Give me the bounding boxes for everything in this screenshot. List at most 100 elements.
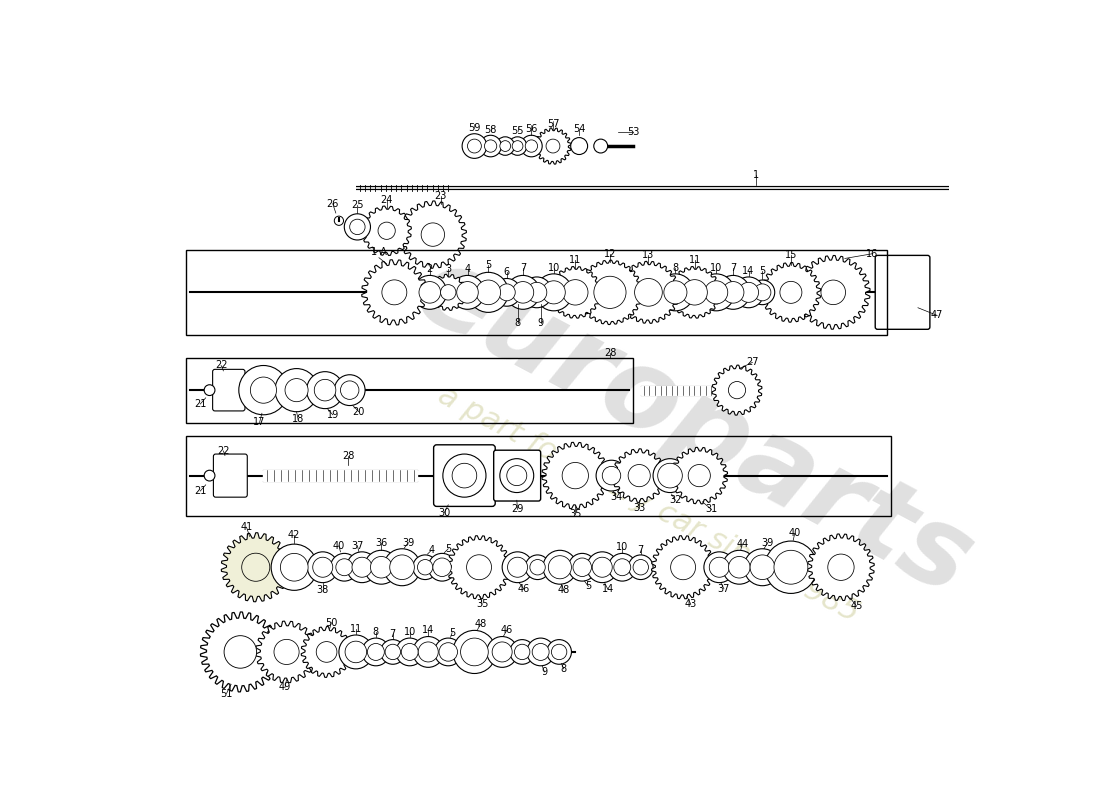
Circle shape [285, 378, 308, 402]
Text: 5: 5 [446, 544, 451, 554]
FancyBboxPatch shape [213, 454, 248, 497]
Text: 8: 8 [672, 262, 679, 273]
Polygon shape [535, 128, 571, 164]
Circle shape [513, 282, 534, 303]
Circle shape [312, 558, 332, 578]
Circle shape [697, 274, 735, 311]
Polygon shape [430, 274, 466, 310]
Text: 14: 14 [422, 626, 435, 635]
Circle shape [364, 550, 398, 584]
Circle shape [543, 550, 576, 584]
Circle shape [443, 454, 486, 497]
Circle shape [705, 281, 728, 304]
Polygon shape [362, 206, 411, 255]
FancyBboxPatch shape [494, 450, 541, 501]
Circle shape [546, 139, 560, 153]
Text: 18: 18 [292, 414, 305, 424]
Text: 11: 11 [350, 624, 362, 634]
FancyBboxPatch shape [212, 370, 245, 411]
Polygon shape [362, 260, 427, 325]
Text: 10: 10 [616, 542, 628, 552]
Circle shape [750, 555, 774, 579]
Circle shape [418, 559, 433, 575]
Circle shape [562, 462, 588, 489]
Circle shape [334, 374, 365, 406]
Circle shape [498, 284, 515, 301]
Circle shape [346, 552, 377, 582]
Circle shape [587, 552, 618, 582]
Text: 7: 7 [730, 262, 736, 273]
Circle shape [653, 458, 686, 493]
Text: 12: 12 [604, 249, 616, 259]
Circle shape [452, 463, 476, 488]
Circle shape [419, 282, 440, 303]
Circle shape [345, 641, 366, 662]
Circle shape [571, 138, 587, 154]
Text: 21: 21 [194, 399, 207, 409]
Text: 8: 8 [373, 627, 378, 637]
Circle shape [549, 556, 572, 578]
Text: 53: 53 [627, 127, 639, 137]
Text: 1: 1 [754, 170, 759, 179]
Circle shape [507, 558, 528, 578]
Text: 9: 9 [538, 318, 543, 328]
Polygon shape [671, 447, 727, 504]
Circle shape [367, 643, 384, 661]
Text: 22: 22 [214, 361, 228, 370]
Text: 10: 10 [711, 262, 723, 273]
FancyBboxPatch shape [876, 255, 930, 330]
Circle shape [526, 140, 538, 152]
Text: 8: 8 [515, 318, 520, 328]
Text: 47: 47 [931, 310, 944, 321]
Text: 39: 39 [403, 538, 415, 547]
Circle shape [499, 141, 510, 151]
Text: 39: 39 [761, 538, 774, 547]
Text: europarts: europarts [398, 236, 991, 618]
Circle shape [547, 640, 572, 664]
Circle shape [271, 544, 318, 590]
Polygon shape [796, 255, 870, 330]
Circle shape [486, 637, 518, 667]
Circle shape [530, 559, 546, 575]
Text: 35: 35 [476, 599, 488, 610]
Circle shape [508, 137, 527, 155]
Bar [186, 250, 888, 334]
Circle shape [224, 636, 256, 668]
Polygon shape [578, 260, 642, 325]
Circle shape [780, 282, 802, 303]
Text: 24: 24 [381, 195, 393, 205]
Polygon shape [200, 612, 280, 692]
Text: 49: 49 [279, 682, 292, 692]
Circle shape [492, 642, 513, 662]
Circle shape [664, 281, 686, 304]
Text: 43: 43 [684, 599, 697, 610]
Circle shape [205, 385, 214, 395]
Text: 46: 46 [518, 584, 530, 594]
Circle shape [466, 554, 492, 580]
Text: 41: 41 [241, 522, 253, 532]
Circle shape [428, 554, 456, 581]
Polygon shape [651, 536, 715, 598]
Circle shape [507, 466, 527, 486]
Circle shape [418, 642, 438, 662]
Text: 30: 30 [438, 507, 451, 518]
Circle shape [480, 135, 502, 157]
Circle shape [596, 460, 627, 491]
Text: 48: 48 [474, 619, 486, 630]
Circle shape [592, 558, 613, 578]
Circle shape [439, 642, 458, 661]
Circle shape [542, 281, 565, 304]
Circle shape [433, 558, 451, 577]
Circle shape [728, 382, 746, 398]
Circle shape [385, 644, 400, 660]
Circle shape [635, 278, 662, 306]
Circle shape [569, 554, 596, 581]
Circle shape [594, 139, 607, 153]
Circle shape [468, 139, 482, 153]
Text: 50: 50 [324, 618, 338, 628]
Text: 35: 35 [569, 509, 582, 519]
Circle shape [362, 638, 389, 666]
Text: 7: 7 [389, 630, 396, 639]
Text: 2: 2 [427, 264, 433, 274]
Text: 7: 7 [520, 262, 526, 273]
